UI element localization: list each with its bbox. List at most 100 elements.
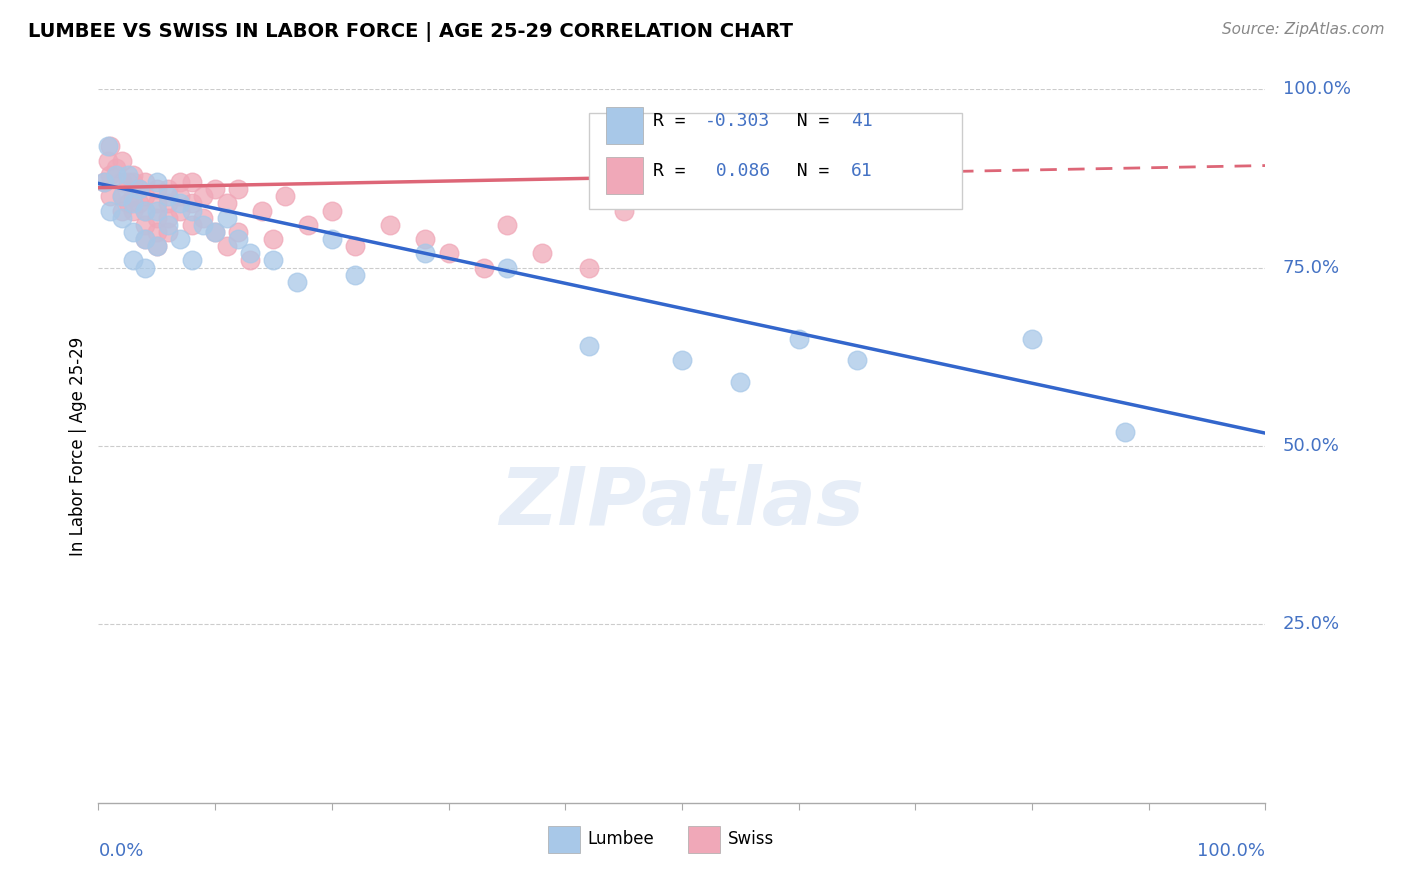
Point (134, 203, 156, 218)
Point (117, 168, 139, 182)
Point (111, 189, 134, 203)
Point (530, 246, 553, 260)
FancyBboxPatch shape (589, 112, 962, 209)
Point (472, 260, 495, 275)
Point (228, 232, 250, 246)
Point (228, 225, 250, 239)
Text: 0.0%: 0.0% (98, 842, 143, 860)
Text: Lumbee: Lumbee (588, 830, 654, 848)
Point (239, 246, 262, 260)
Point (111, 153, 134, 168)
Text: LUMBEE VS SWISS IN LABOR FORCE | AGE 25-29 CORRELATION CHART: LUMBEE VS SWISS IN LABOR FORCE | AGE 25-… (28, 22, 793, 42)
Text: 100.0%: 100.0% (1282, 80, 1351, 98)
FancyBboxPatch shape (606, 107, 644, 145)
Point (111, 203, 134, 218)
Point (671, 353, 693, 368)
Point (122, 168, 145, 182)
Point (1114, 425, 1136, 439)
Point (117, 196, 139, 211)
Text: R =: R = (652, 112, 696, 130)
Point (111, 189, 134, 203)
Point (134, 260, 156, 275)
Point (146, 239, 169, 253)
Point (321, 203, 343, 218)
Point (98, 168, 121, 182)
Point (146, 175, 169, 189)
Point (146, 182, 169, 196)
Point (169, 203, 191, 218)
Point (104, 168, 127, 182)
Point (180, 175, 202, 189)
Text: 50.0%: 50.0% (1282, 437, 1340, 455)
Point (122, 203, 145, 218)
Point (578, 260, 600, 275)
Point (204, 182, 226, 196)
Point (157, 225, 180, 239)
Point (122, 225, 145, 239)
Text: 61: 61 (851, 162, 873, 180)
Point (215, 239, 238, 253)
Text: Source: ZipAtlas.com: Source: ZipAtlas.com (1222, 22, 1385, 37)
Point (128, 196, 150, 211)
Text: N =: N = (775, 112, 841, 130)
Point (496, 218, 519, 232)
Point (250, 203, 273, 218)
Point (1021, 332, 1043, 346)
Point (613, 203, 636, 218)
Point (111, 211, 134, 225)
Point (846, 353, 869, 368)
Point (157, 218, 180, 232)
Point (578, 339, 600, 353)
Point (117, 175, 139, 189)
Point (146, 211, 169, 225)
Text: -0.303: -0.303 (706, 112, 770, 130)
Text: 75.0%: 75.0% (1282, 259, 1340, 277)
Point (437, 246, 460, 260)
Point (204, 225, 226, 239)
Point (285, 275, 308, 289)
Point (215, 196, 238, 211)
Point (204, 225, 226, 239)
Point (380, 218, 402, 232)
Point (122, 189, 145, 203)
Point (93, 175, 115, 189)
Point (134, 232, 156, 246)
Point (180, 218, 202, 232)
Point (496, 260, 519, 275)
Point (215, 211, 238, 225)
Text: 100.0%: 100.0% (1198, 842, 1265, 860)
Point (146, 225, 169, 239)
Point (122, 196, 145, 211)
Point (128, 182, 150, 196)
Point (134, 189, 156, 203)
Point (111, 175, 134, 189)
Point (169, 189, 191, 203)
Point (104, 161, 127, 175)
Point (134, 175, 156, 189)
Point (157, 196, 180, 211)
Point (180, 203, 202, 218)
Point (134, 218, 156, 232)
Point (146, 196, 169, 211)
Text: R =: R = (652, 162, 696, 180)
Point (134, 203, 156, 218)
Point (228, 182, 250, 196)
Point (169, 175, 191, 189)
Point (413, 232, 436, 246)
Point (344, 239, 367, 253)
Point (730, 375, 752, 389)
Text: 41: 41 (851, 112, 873, 130)
Point (97, 153, 120, 168)
Point (128, 182, 150, 196)
Point (122, 175, 145, 189)
Point (193, 211, 215, 225)
Text: 25.0%: 25.0% (1282, 615, 1340, 633)
Point (193, 218, 215, 232)
Point (146, 239, 169, 253)
Point (157, 182, 180, 196)
Point (98, 139, 121, 153)
Point (93, 175, 115, 189)
Point (180, 253, 202, 268)
Point (262, 232, 284, 246)
Point (274, 189, 297, 203)
